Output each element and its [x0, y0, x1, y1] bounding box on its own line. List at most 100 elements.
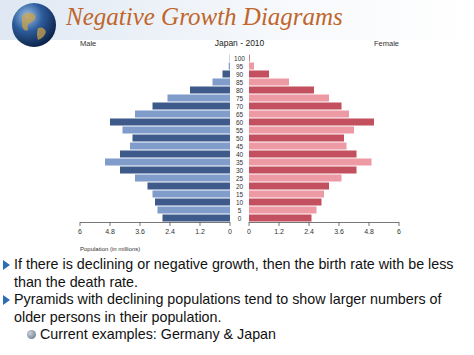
tick: [230, 222, 231, 226]
category-label: 20: [236, 183, 244, 190]
bar: [163, 215, 231, 222]
bar: [249, 95, 329, 102]
series-label: Female: [374, 39, 399, 48]
category-label: 95: [236, 63, 244, 70]
bar: [249, 207, 317, 214]
category-label: 90: [236, 71, 244, 78]
tick: [200, 222, 201, 226]
tick-label: 4.8: [105, 228, 115, 235]
bullet-marker: [3, 260, 10, 270]
bar: [249, 199, 322, 206]
category-label: 15: [236, 191, 244, 198]
category-label: 75: [236, 95, 244, 102]
category-label: 45: [236, 143, 244, 150]
bar: [133, 135, 231, 142]
bar: [249, 215, 312, 222]
sub-bullet: Current examples: Germany & Japan: [0, 326, 474, 344]
bar: [110, 119, 230, 126]
tick: [140, 222, 141, 226]
bar: [148, 183, 231, 190]
bar: [249, 191, 324, 198]
tick-label: 3.6: [334, 228, 344, 235]
bullet-marker: [3, 295, 10, 305]
bar-group: [105, 55, 230, 222]
bar: [249, 111, 349, 118]
bar: [249, 63, 254, 70]
bar: [249, 143, 347, 150]
category-label: 0: [238, 215, 242, 222]
bar: [135, 111, 230, 118]
category-label: 65: [236, 111, 244, 118]
bar: [123, 127, 231, 134]
bar: [120, 167, 230, 174]
bar: [249, 119, 374, 126]
bar: [105, 159, 230, 166]
axis-title: Population (in millions): [80, 246, 140, 252]
slide-title: Negative Growth Diagrams: [66, 3, 343, 31]
bar: [130, 143, 230, 150]
tick: [399, 222, 400, 226]
bullet-list: If there is declining or negative growth…: [0, 256, 474, 344]
bar: [153, 191, 231, 198]
bar: [249, 79, 289, 86]
tick-label: 2.4: [165, 228, 175, 235]
category-label: 25: [236, 175, 244, 182]
bar: [249, 151, 357, 158]
tick: [369, 222, 370, 226]
category-label: 5: [238, 207, 242, 214]
bullet-marker: [27, 330, 36, 339]
chart-title: Japan - 2010: [215, 38, 265, 48]
bar: [249, 127, 354, 134]
bullet: If there is declining or negative growth…: [0, 256, 462, 291]
bar-group: [249, 55, 374, 222]
tick-label: 1.2: [274, 228, 284, 235]
tick-label: 0: [247, 228, 251, 235]
bar: [190, 87, 230, 94]
bar: [229, 63, 230, 70]
category-label: 70: [236, 103, 244, 110]
bar: [249, 167, 357, 174]
bullet-text: If there is declining or negative growth…: [14, 256, 453, 290]
category-label: 55: [236, 127, 244, 134]
tick: [110, 222, 111, 226]
bar: [153, 103, 231, 110]
category-label: 40: [236, 151, 244, 158]
bar: [249, 87, 314, 94]
bar: [249, 103, 342, 110]
bullet-text: Pyramids with declining populations tend…: [14, 291, 442, 325]
category-label: 80: [236, 87, 244, 94]
bar: [168, 95, 231, 102]
bar: [229, 55, 230, 62]
bar: [158, 207, 231, 214]
category-label: 60: [236, 119, 244, 126]
tick-label: 3.6: [135, 228, 145, 235]
bar: [135, 175, 230, 182]
tick: [80, 222, 81, 226]
bar: [249, 55, 250, 62]
globe-icon: [4, 0, 64, 52]
bar: [120, 151, 230, 158]
axis-line: [249, 222, 399, 223]
tick-label: 6: [397, 228, 401, 235]
category-label: 85: [236, 79, 244, 86]
bar: [249, 71, 269, 78]
tick-label: 4.8: [364, 228, 374, 235]
category-label: 10: [236, 199, 244, 206]
bullet: Pyramids with declining populations tend…: [0, 291, 462, 326]
category-label: 100: [234, 55, 245, 62]
tick-label: 6: [78, 228, 82, 235]
category-label: 50: [236, 135, 244, 142]
bar: [249, 159, 372, 166]
tick: [309, 222, 310, 226]
bar: [155, 199, 230, 206]
series-label: Male: [80, 39, 96, 48]
tick: [249, 222, 250, 226]
bar: [213, 79, 231, 86]
tick-label: 1.2: [195, 228, 205, 235]
category-label: 35: [236, 159, 244, 166]
bar: [249, 135, 344, 142]
tick: [279, 222, 280, 226]
bar: [223, 71, 231, 78]
tick: [170, 222, 171, 226]
tick-label: 0: [228, 228, 232, 235]
